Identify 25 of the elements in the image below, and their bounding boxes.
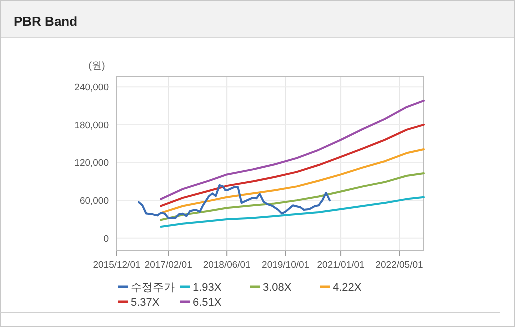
line-series — [160, 196, 425, 228]
y-tick-label: 0 — [104, 234, 109, 245]
line-series — [160, 124, 425, 208]
legend-label: 4.22X — [333, 282, 362, 294]
line-series — [160, 148, 425, 214]
legend-label: 수정주가 — [131, 282, 175, 294]
y-tick-label: 120,000 — [74, 158, 109, 170]
line-series — [160, 100, 425, 200]
x-tick-label: 2015/12/01 — [93, 260, 141, 271]
x-tick-label: 2018/06/01 — [203, 260, 251, 271]
legend-label: 5.37X — [131, 297, 160, 309]
x-tick-label: 2022/05/01 — [376, 260, 424, 271]
x-tick-label: 2017/02/01 — [144, 260, 192, 271]
line-series — [138, 184, 331, 220]
y-tick-label: 60,000 — [80, 196, 109, 208]
y-tick-label: 240,000 — [74, 82, 109, 94]
chart-title: PBR Band — [14, 14, 78, 29]
y-axis-title: (원) — [88, 61, 106, 72]
y-tick-label: 180,000 — [74, 120, 109, 132]
legend-label: 6.51X — [193, 297, 222, 309]
legend-label: 3.08X — [263, 282, 292, 294]
x-tick-label: 2021/01/01 — [317, 260, 365, 271]
line-series — [160, 172, 425, 222]
legend-label: 1.93X — [193, 282, 222, 294]
x-tick-label: 2019/10/01 — [262, 260, 310, 271]
